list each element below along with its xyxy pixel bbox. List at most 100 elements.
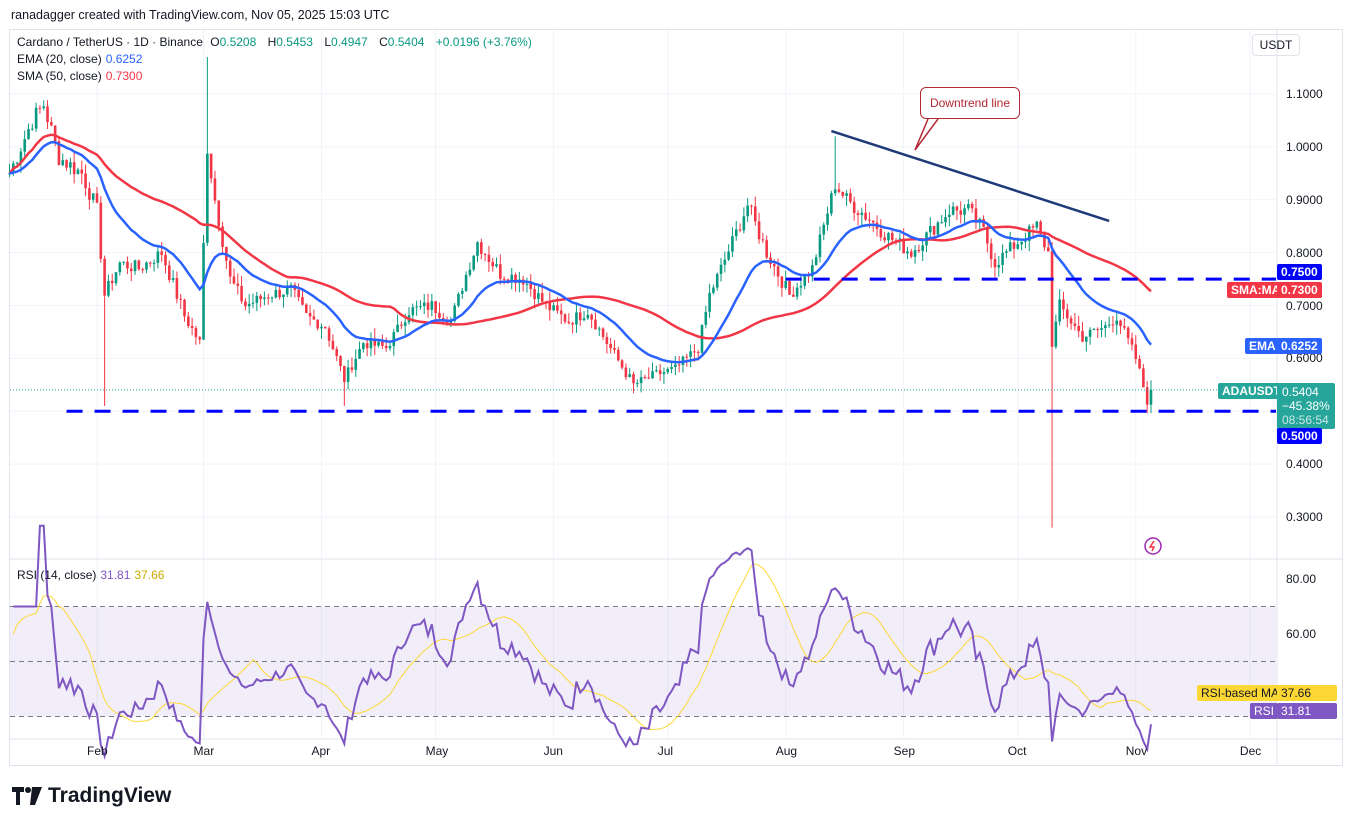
candle-body: [152, 262, 156, 264]
candle-body: [339, 356, 342, 367]
candle-body: [696, 351, 700, 353]
symbol-title[interactable]: Cardano / TetherUS · 1D · Binance: [17, 35, 203, 49]
candle-body: [788, 281, 791, 295]
candle-body: [464, 274, 468, 291]
candle-body: [620, 360, 624, 368]
candle-body: [936, 222, 940, 235]
price-tick-label: 1.0000: [1286, 139, 1323, 154]
callout-pointer: [914, 118, 939, 151]
candle-body: [297, 289, 300, 298]
candle-body: [266, 297, 270, 299]
candle-body: [799, 285, 803, 288]
candle-body: [632, 374, 635, 384]
candle-body: [677, 364, 681, 366]
candle-body: [46, 106, 49, 123]
candle-body: [114, 272, 118, 284]
candle-body: [1043, 231, 1046, 248]
candle-body: [251, 302, 255, 304]
last-price-tag: 0.5404 −45.38% 08:56:54: [1277, 383, 1335, 429]
candle-body: [343, 366, 346, 382]
candle-body: [278, 289, 281, 298]
candle-body: [270, 297, 274, 299]
candle-body: [1142, 368, 1145, 388]
candle-body: [601, 328, 605, 337]
candle-body: [1149, 389, 1153, 405]
candle-body: [1031, 226, 1035, 228]
candle-body: [548, 302, 552, 311]
downtrend-callout[interactable]: Downtrend line: [920, 87, 1020, 119]
candle-body: [65, 160, 68, 168]
candle-body: [198, 337, 202, 340]
candle-body: [529, 283, 533, 290]
candle-body: [1050, 251, 1054, 347]
candle-body: [95, 193, 99, 203]
currency-button[interactable]: USDT: [1252, 34, 1300, 56]
candle-body: [84, 173, 87, 189]
candle-body: [171, 278, 175, 280]
candle-body: [263, 297, 266, 300]
candle-body: [655, 370, 658, 372]
candle-body: [993, 259, 997, 268]
candle-body: [499, 264, 502, 279]
sma-line: [8, 133, 1152, 340]
candle-body: [753, 206, 757, 222]
open-value: 0.5208: [219, 35, 257, 49]
candle-body: [868, 219, 871, 221]
ema-name-tag: EMA: [1245, 338, 1280, 354]
candle-body: [658, 370, 662, 375]
candle-body: [335, 349, 339, 357]
candle-body: [887, 233, 890, 241]
candle-body: [1123, 326, 1126, 328]
lightning-icon: [1144, 537, 1162, 555]
candle-body: [795, 287, 799, 297]
candle-body: [377, 341, 380, 346]
candle-body: [1077, 325, 1080, 332]
rsi-name-tag: RSI: [1250, 703, 1279, 719]
candle-body: [1138, 358, 1141, 369]
candle-body: [53, 125, 57, 142]
price-tick-label: 0.4000: [1286, 457, 1323, 472]
candle-body: [989, 243, 993, 260]
candle-body: [1073, 323, 1077, 326]
candle-body: [236, 283, 240, 286]
rsi-tag: 31.81: [1277, 703, 1337, 719]
candle-body: [213, 178, 217, 201]
candle-body: [312, 316, 316, 320]
candle-body: [871, 220, 875, 223]
time-tick-label: Jun: [543, 744, 563, 758]
candle-body: [1088, 329, 1092, 337]
price-tick-label: 0.7000: [1286, 298, 1323, 313]
candle-body: [1016, 244, 1020, 249]
candle-body: [468, 269, 472, 275]
rsi-legend[interactable]: RSI (14, close) 31.81 37.66: [17, 568, 168, 582]
candle-body: [392, 332, 396, 346]
candle-body: [449, 320, 453, 325]
candle-body: [712, 287, 715, 293]
candle-body: [590, 314, 593, 320]
candle-body: [430, 301, 434, 310]
symbol-legend: Cardano / TetherUS · 1D · Binance O0.520…: [17, 35, 536, 49]
candle-body: [346, 367, 350, 382]
tradingview-logo[interactable]: TradingView: [12, 784, 171, 808]
candle-body: [88, 188, 91, 200]
candle-body: [160, 251, 163, 255]
candle-body: [34, 107, 38, 129]
candle-body: [388, 345, 392, 349]
candle-body: [495, 264, 498, 267]
candle-body: [852, 201, 856, 214]
candle-body: [708, 292, 711, 312]
ema-legend[interactable]: EMA (20, close) 0.6252: [17, 52, 146, 66]
candle-body: [129, 268, 133, 272]
candle-body: [259, 295, 262, 300]
sma-legend[interactable]: SMA (50, close) 0.7300: [17, 69, 146, 83]
candle-body: [1119, 320, 1122, 327]
candle-body: [928, 226, 932, 233]
candle-body: [803, 275, 807, 286]
candle-body: [757, 221, 761, 240]
candle-body: [426, 302, 430, 310]
candle-body: [1054, 321, 1058, 347]
time-tick-label: Feb: [87, 744, 108, 758]
candle-body: [563, 314, 567, 322]
candle-body: [719, 264, 723, 274]
